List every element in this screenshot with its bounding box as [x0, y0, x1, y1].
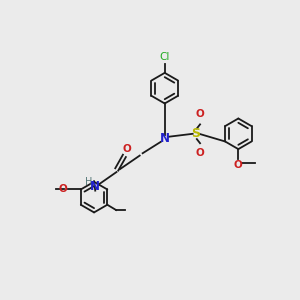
Text: H: H	[85, 177, 92, 188]
Text: N: N	[160, 132, 170, 145]
Text: O: O	[234, 160, 243, 170]
Text: O: O	[196, 110, 204, 119]
Text: N: N	[90, 180, 100, 193]
Text: O: O	[196, 148, 204, 158]
Text: S: S	[191, 127, 200, 140]
Text: Cl: Cl	[160, 52, 170, 62]
Text: O: O	[123, 144, 131, 154]
Text: O: O	[58, 184, 67, 194]
